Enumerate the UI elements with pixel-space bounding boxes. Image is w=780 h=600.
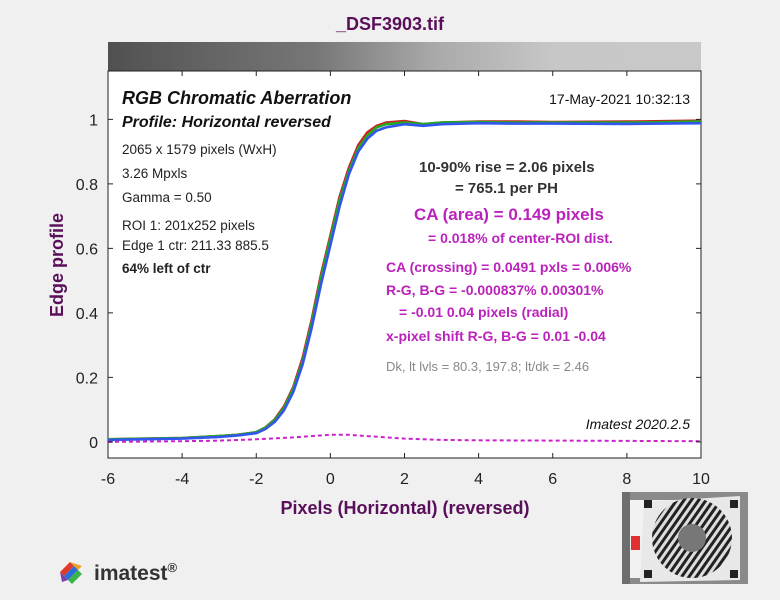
x-axis-label: Pixels (Horizontal) (reversed) <box>280 498 529 518</box>
chart-title: RGB Chromatic Aberration <box>122 88 351 108</box>
info-line: Edge 1 ctr: 211.33 885.5 <box>122 238 269 253</box>
gray-level-strip <box>108 42 701 71</box>
measurement-annotations: 10-90% rise = 2.06 pixels = 765.1 per PH C… <box>386 159 632 374</box>
x-tick-label: 6 <box>548 471 557 488</box>
image-info: 2065 x 1579 pixels (WxH) 3.26 Mpxls Gamma … <box>122 142 277 276</box>
annotation-line: R-G, B-G = -0.000837% 0.00301% <box>386 282 604 298</box>
annotation-line: 10-90% rise = 2.06 pixels <box>419 159 595 176</box>
axis-layer: -6 -4 -2 0 2 4 6 8 10 0 0.2 0.4 0.6 0.8 1 <box>76 71 710 488</box>
y-tick-label: 0.8 <box>76 177 98 194</box>
chart-subtitle: Profile: Horizontal reversed <box>122 114 332 131</box>
annotation-line: = 765.1 per PH <box>455 180 558 197</box>
annotation-line: = -0.01 0.04 pixels (radial) <box>399 304 568 320</box>
x-tick-label: 2 <box>400 471 409 488</box>
imatest-wordmark: imatest® <box>94 560 177 586</box>
plot-area <box>107 70 702 459</box>
series-line-3 <box>107 121 702 442</box>
annotation-line: Dk, lt lvls = 80.3, 197.8; lt/dk = 2.46 <box>386 359 589 374</box>
y-tick-label: 0.6 <box>76 241 98 258</box>
y-tick-label: 1 <box>89 112 98 129</box>
timestamp: 17-May-2021 10:32:13 <box>549 91 690 107</box>
y-tick-label: 0 <box>89 435 98 452</box>
annotation-line: = 0.018% of center-ROI dist. <box>428 230 613 246</box>
info-line: ROI 1: 201x252 pixels <box>122 218 255 233</box>
x-tick-label: 0 <box>326 471 335 488</box>
x-tick-label: -4 <box>175 471 189 488</box>
imatest-logo: imatest® <box>56 558 177 588</box>
logo-text: imatest <box>94 562 168 585</box>
logo-registered: ® <box>167 560 178 575</box>
x-tick-label: -6 <box>101 471 115 488</box>
info-line: 2065 x 1579 pixels (WxH) <box>122 142 277 157</box>
y-axis-label: Edge profile <box>47 213 67 317</box>
series-line-4 <box>107 433 702 443</box>
y-tick-label: 0.4 <box>76 306 98 323</box>
software-version: Imatest 2020.2.5 <box>586 416 691 432</box>
info-line: 3.26 Mpxls <box>122 166 188 181</box>
x-tick-label: 10 <box>692 471 710 488</box>
annotation-line: CA (crossing) = 0.0491 pxls = 0.006% <box>386 259 632 275</box>
window-title: _DSF3903.tif <box>335 14 445 34</box>
y-tick-label: 0.2 <box>76 370 98 387</box>
info-line: Gamma = 0.50 <box>122 190 212 205</box>
x-tick-label: 8 <box>622 471 631 488</box>
imatest-logo-icon <box>60 562 82 584</box>
series-layer <box>107 119 702 443</box>
annotation-line: CA (area) = 0.149 pixels <box>414 205 604 224</box>
x-tick-label: 4 <box>474 471 483 488</box>
annotation-line: x-pixel shift R-G, B-G = 0.01 -0.04 <box>386 328 606 344</box>
x-tick-label: -2 <box>249 471 263 488</box>
info-line: 64% left of ctr <box>122 261 211 276</box>
chart-thumbnail <box>622 492 748 584</box>
